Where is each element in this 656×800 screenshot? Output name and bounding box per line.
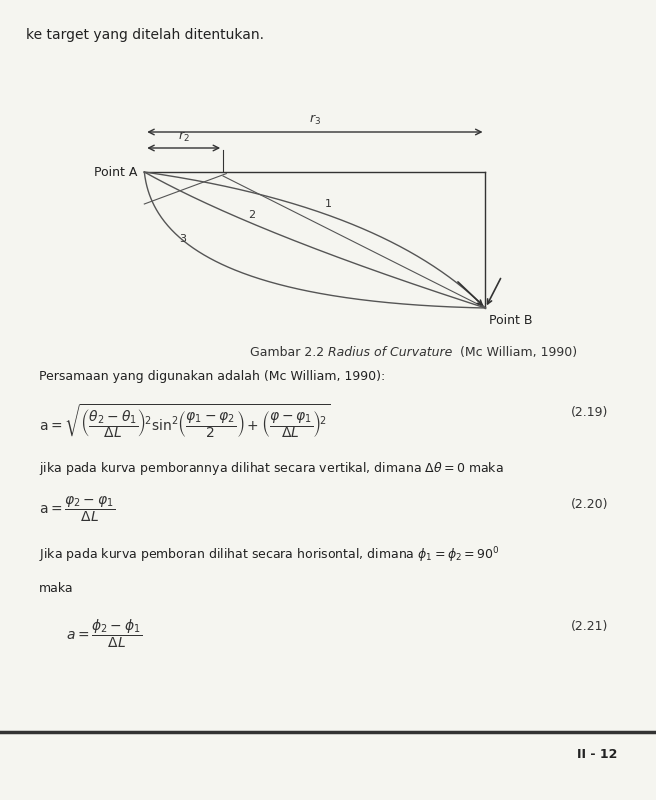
Text: (2.21): (2.21) xyxy=(571,620,608,633)
Text: (2.19): (2.19) xyxy=(571,406,608,419)
Text: 1: 1 xyxy=(325,198,331,209)
Text: Gambar 2.2: Gambar 2.2 xyxy=(250,346,328,358)
Text: 3: 3 xyxy=(179,234,186,244)
Text: (2.20): (2.20) xyxy=(571,498,608,510)
Text: Radius of Curvature: Radius of Curvature xyxy=(328,346,453,358)
Text: $r_2$: $r_2$ xyxy=(178,130,190,144)
Text: 2: 2 xyxy=(248,210,255,219)
Text: $\mathrm{a} = \dfrac{\varphi_2 - \varphi_1}{\Delta L}$: $\mathrm{a} = \dfrac{\varphi_2 - \varphi… xyxy=(39,494,115,524)
Text: $\mathrm{a} = \sqrt{\left(\dfrac{\theta_2 - \theta_1}{\Delta L}\right)^{\!2} \si: $\mathrm{a} = \sqrt{\left(\dfrac{\theta_… xyxy=(39,402,331,439)
Text: II - 12: II - 12 xyxy=(577,748,618,761)
Text: Persamaan yang digunakan adalah (Mc William, 1990):: Persamaan yang digunakan adalah (Mc Will… xyxy=(39,370,386,382)
Text: Jika pada kurva pemboran dilihat secara horisontal, dimana $\phi_1 = \phi_2 = 90: Jika pada kurva pemboran dilihat secara … xyxy=(39,546,500,565)
Text: jika pada kurva pemborannya dilihat secara vertikal, dimana $\Delta\theta = 0$ m: jika pada kurva pemborannya dilihat seca… xyxy=(39,460,504,477)
Text: maka: maka xyxy=(39,582,74,595)
Text: $a = \dfrac{\phi_2 - \phi_1}{\Delta L}$: $a = \dfrac{\phi_2 - \phi_1}{\Delta L}$ xyxy=(66,618,142,650)
Text: ke target yang ditelah ditentukan.: ke target yang ditelah ditentukan. xyxy=(26,28,264,42)
Text: Point A: Point A xyxy=(94,166,138,178)
Text: Point B: Point B xyxy=(489,314,532,327)
Text: $r_3$: $r_3$ xyxy=(309,113,321,127)
Text: (Mc William, 1990): (Mc William, 1990) xyxy=(456,346,577,358)
